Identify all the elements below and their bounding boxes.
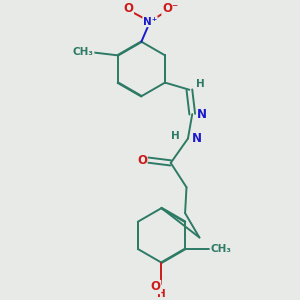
Text: O⁻: O⁻ bbox=[162, 2, 178, 15]
Text: N: N bbox=[192, 132, 202, 145]
Text: O: O bbox=[137, 154, 147, 166]
Text: CH₃: CH₃ bbox=[73, 47, 94, 58]
Text: H: H bbox=[157, 289, 166, 299]
Text: N⁺: N⁺ bbox=[143, 16, 157, 27]
Text: O: O bbox=[124, 2, 134, 15]
Text: CH₃: CH₃ bbox=[210, 244, 231, 254]
Text: N: N bbox=[197, 108, 207, 121]
Text: H: H bbox=[196, 79, 205, 89]
Text: H: H bbox=[171, 131, 179, 141]
Text: O: O bbox=[151, 280, 161, 293]
